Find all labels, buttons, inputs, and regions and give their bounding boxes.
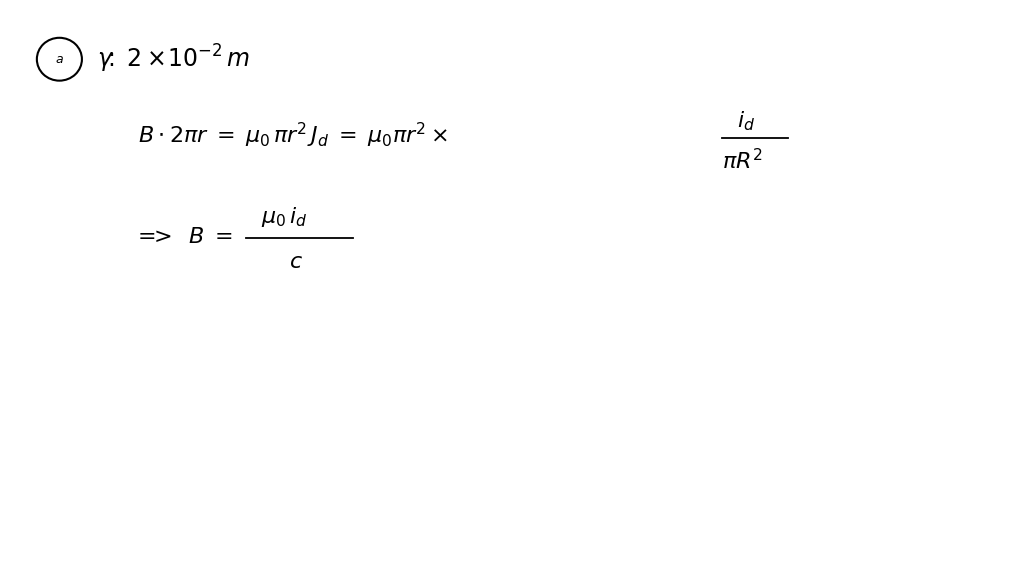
Text: $=\!\!\!>\;\;B\;=$: $=\!\!\!>\;\;B\;=$ — [133, 227, 232, 247]
Text: $c$: $c$ — [289, 252, 303, 272]
Text: $\mu_0\,i_d$: $\mu_0\,i_d$ — [261, 205, 308, 229]
Text: $\pi R^2$: $\pi R^2$ — [722, 148, 763, 173]
Text: a: a — [55, 52, 63, 66]
Text: $i_d$: $i_d$ — [737, 109, 756, 133]
Text: $\gamma\!\!:\;2\times\!10^{-2}\,m$: $\gamma\!\!:\;2\times\!10^{-2}\,m$ — [97, 43, 250, 76]
Text: $B\cdot 2\pi r\;=\;\mu_0\,\pi r^2\,J_d\;=\;\mu_0\pi r^2\times$: $B\cdot 2\pi r\;=\;\mu_0\,\pi r^2\,J_d\;… — [138, 121, 449, 150]
